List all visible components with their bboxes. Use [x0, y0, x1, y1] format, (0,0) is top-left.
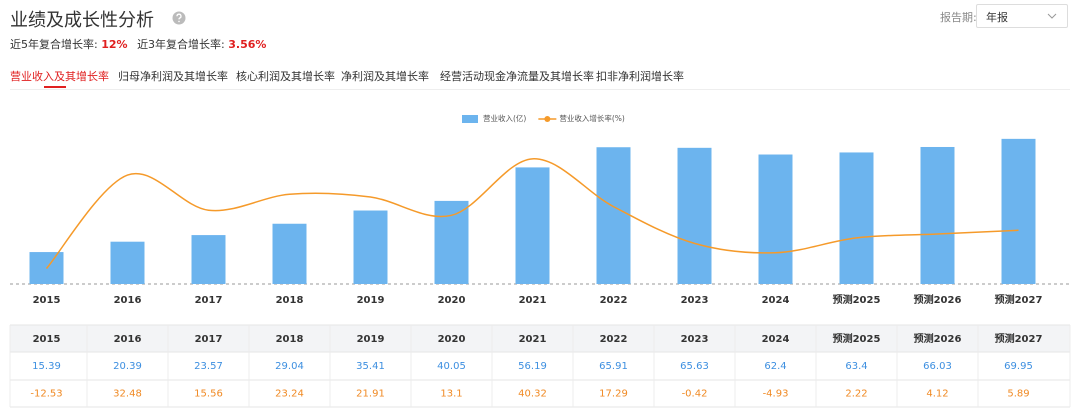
tab[interactable]: 经营活动现金净流量及其增长率 — [440, 70, 594, 83]
bar — [515, 167, 550, 284]
x-tick-label: 2024 — [762, 295, 790, 306]
tab[interactable]: 营业收入及其增长率 — [10, 70, 109, 83]
table-cell: 62.4 — [764, 361, 786, 372]
chevron — [1047, 13, 1057, 19]
bar — [920, 146, 955, 284]
table-cell: 40.05 — [437, 361, 466, 372]
x-tick-label: 2022 — [600, 295, 628, 306]
table-cell: 32.48 — [113, 389, 142, 400]
table-cell: -0.42 — [682, 389, 708, 400]
table-cell: 15.56 — [194, 389, 223, 400]
bar — [110, 241, 145, 284]
tab[interactable]: 归母净利润及其增长率 — [118, 70, 228, 83]
bar — [353, 210, 388, 284]
table-header: 2018 — [276, 334, 304, 345]
table-header: 2023 — [681, 334, 709, 345]
table-header: 2022 — [600, 334, 628, 345]
table-cell: 2.22 — [845, 389, 867, 400]
x-tick-label: 2021 — [519, 295, 547, 306]
table-cell: 56.19 — [518, 361, 547, 372]
bar — [434, 200, 469, 284]
table-cell: 63.4 — [845, 361, 867, 372]
growth-value: 12% — [101, 38, 128, 51]
x-tick-label: 2020 — [438, 295, 466, 306]
table-cell: 35.41 — [356, 361, 385, 372]
table-header: 2017 — [195, 334, 223, 345]
x-tick-label: 2015 — [33, 295, 61, 306]
table-cell: 29.04 — [275, 361, 304, 372]
growth-line — [45, 158, 1019, 269]
x-tick-label: 预测2026 — [914, 293, 962, 306]
legend-dot — [544, 116, 551, 122]
table-cell: 23.57 — [194, 361, 223, 372]
table-cell: 69.95 — [1004, 361, 1033, 372]
x-tick-label: 预测2027 — [995, 293, 1043, 306]
bar — [596, 147, 631, 284]
table-header: 2020 — [438, 334, 466, 345]
bar — [191, 235, 226, 284]
x-tick-label: 2017 — [195, 295, 223, 306]
table-header: 预测2025 — [833, 332, 881, 345]
growth-value: 3.56% — [228, 38, 267, 51]
bar — [272, 223, 307, 284]
table-header-bg — [10, 325, 1070, 352]
legend-label: 营业收入增长率(%) — [559, 113, 625, 123]
table-header: 2021 — [519, 334, 547, 345]
table-cell: 65.63 — [680, 361, 709, 372]
table-cell: 66.03 — [923, 361, 952, 372]
growth-label: 近3年复合增长率: — [137, 38, 225, 51]
table-cell: 23.24 — [275, 389, 304, 400]
section-title: 业绩及成长性分析 — [10, 10, 154, 31]
legend-label: 营业收入(亿) — [483, 113, 526, 123]
table-cell: -12.53 — [30, 389, 62, 400]
tab-divider — [10, 89, 1070, 90]
tab-underline — [44, 86, 66, 88]
table-cell: 65.91 — [599, 361, 628, 372]
table-cell: 40.32 — [518, 389, 547, 400]
table-header: 预测2027 — [995, 332, 1043, 345]
table-header: 2024 — [762, 334, 790, 345]
table-cell: 15.39 — [32, 361, 61, 372]
period-label: 报告期: — [940, 11, 977, 24]
table-cell: 17.29 — [599, 389, 628, 400]
bar — [1001, 138, 1036, 284]
table-cell: 13.1 — [440, 389, 462, 400]
x-tick-label: 2019 — [357, 295, 385, 306]
help-icon[interactable] — [172, 11, 186, 25]
period-select[interactable]: 年报 — [976, 4, 1068, 28]
growth-row: 近5年复合增长率: 12% 近3年复合增长率: 3.56% — [10, 36, 266, 52]
table-cell: -4.93 — [763, 389, 789, 400]
tab[interactable]: 扣非净利润增长率 — [596, 70, 684, 83]
data-table: 2015 15.39 -12.53 2016 20.39 32.48 2017 23.57 15… — [9, 324, 1071, 408]
legend: 营业收入(亿) 营业收入增长率(%) — [462, 113, 625, 123]
table-header: 2019 — [357, 334, 385, 345]
x-tick-label: 2018 — [276, 295, 304, 306]
table-cell: 4.12 — [926, 389, 948, 400]
bar — [758, 154, 793, 284]
x-tick-label: 2023 — [681, 295, 709, 306]
table-cell: 5.89 — [1007, 389, 1029, 400]
tab[interactable]: 净利润及其增长率 — [341, 70, 429, 83]
bar — [839, 152, 874, 284]
tab-bar: 营业收入及其增长率 归母净利润及其增长率 核心利润及其增长率 净利润及其增长率 经营活动… — [0, 66, 1080, 90]
growth-label: 近5年复合增长率: — [10, 38, 98, 51]
table-header: 2016 — [114, 334, 142, 345]
x-tick-label: 预测2025 — [833, 293, 881, 306]
legend-swatch — [462, 115, 478, 123]
table-cell: 21.91 — [356, 389, 385, 400]
table-cell: 20.39 — [113, 361, 142, 372]
period-value: 年报 — [986, 11, 1008, 24]
table-header: 2015 — [33, 334, 61, 345]
table-header: 预测2026 — [914, 332, 962, 345]
x-tick-label: 2016 — [114, 295, 142, 306]
tab[interactable]: 核心利润及其增长率 — [236, 70, 335, 83]
bar — [677, 147, 712, 284]
